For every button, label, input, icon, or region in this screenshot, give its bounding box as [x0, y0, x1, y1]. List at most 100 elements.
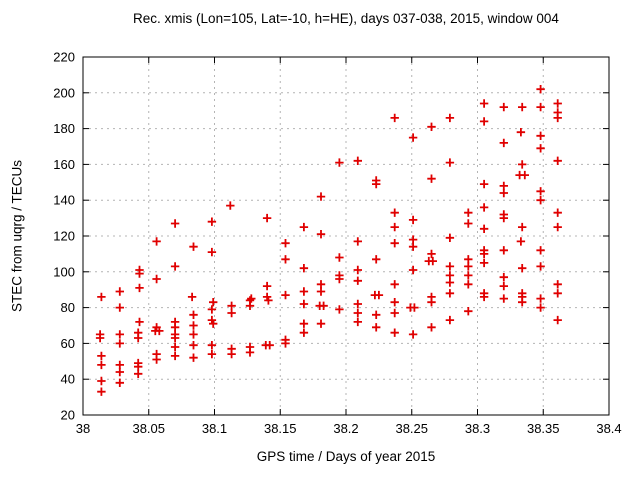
data-point-marker	[115, 330, 124, 339]
data-point-marker	[316, 230, 326, 239]
data-point-marker	[479, 258, 489, 268]
data-point-marker	[316, 280, 326, 289]
data-point-marker	[374, 290, 384, 300]
data-point-marker	[115, 339, 124, 348]
data-point-marker	[410, 303, 419, 312]
data-point-marker	[536, 144, 545, 153]
data-point-marker	[189, 341, 198, 350]
y-tick-label: 100	[53, 264, 75, 279]
data-point-marker	[553, 99, 562, 108]
y-tick-label: 120	[53, 229, 75, 244]
data-point-marker	[427, 323, 436, 332]
chart-title: Rec. xmis (Lon=105, Lat=-10, h=HE), days…	[133, 11, 559, 26]
data-point-marker	[390, 328, 399, 337]
data-point-marker	[265, 341, 274, 350]
data-point-marker	[427, 174, 436, 183]
data-point-marker	[152, 355, 161, 364]
data-point-marker	[499, 246, 508, 255]
data-point-marker	[445, 289, 455, 298]
data-point-marker	[479, 224, 489, 233]
data-point-marker	[499, 281, 508, 291]
data-point-marker	[316, 319, 326, 328]
data-point-marker	[499, 138, 508, 148]
data-point-marker	[390, 239, 399, 248]
data-point-marker	[536, 262, 545, 271]
data-point-marker	[207, 247, 217, 257]
y-axis-label: STEC from uqrg / TECUs	[9, 159, 25, 313]
data-point-marker	[134, 362, 143, 371]
data-point-marker	[499, 188, 508, 198]
data-point-marker	[464, 307, 473, 316]
data-point-marker	[553, 156, 562, 165]
x-tick-label: 38.2	[333, 421, 358, 436]
y-tick-label: 140	[53, 193, 75, 208]
data-point-marker	[479, 179, 489, 189]
data-point-marker	[408, 265, 418, 275]
plot-border	[82, 56, 610, 416]
data-point-marker	[536, 187, 545, 196]
data-point-marker	[97, 351, 106, 361]
data-point-marker	[372, 255, 381, 264]
data-point-marker	[390, 308, 399, 318]
data-point-marker	[299, 328, 309, 337]
data-point-marker	[479, 99, 489, 108]
data-point-marker	[207, 341, 217, 350]
data-point-marker	[464, 271, 473, 280]
data-points	[95, 85, 562, 396]
data-point-marker	[499, 294, 508, 303]
data-point-marker	[281, 239, 290, 248]
data-point-marker	[316, 192, 326, 201]
data-point-marker	[445, 315, 455, 325]
data-point-marker	[408, 215, 418, 225]
data-point-marker	[536, 102, 545, 112]
y-tick-label: 180	[53, 121, 75, 136]
data-point-marker	[536, 131, 545, 140]
data-point-marker	[115, 378, 124, 387]
data-point-marker	[553, 208, 562, 217]
data-point-marker	[553, 222, 562, 232]
data-point-marker	[427, 249, 436, 259]
data-point-marker	[445, 278, 455, 287]
data-point-marker	[372, 310, 381, 319]
data-point-marker	[445, 271, 455, 280]
data-point-marker	[516, 237, 526, 246]
y-tick-label: 60	[61, 336, 75, 351]
data-point-marker	[553, 289, 562, 298]
x-tick-label: 38.05	[132, 421, 165, 436]
data-point-marker	[207, 349, 217, 359]
data-point-marker	[281, 339, 290, 348]
data-point-marker	[499, 181, 508, 191]
data-point-marker	[536, 303, 545, 312]
data-point-marker	[227, 308, 236, 318]
data-point-marker	[390, 113, 399, 123]
data-point-marker	[464, 255, 473, 264]
data-point-marker	[518, 102, 527, 112]
data-point-marker	[518, 222, 527, 232]
data-point-marker	[319, 301, 328, 310]
grid-lines	[83, 57, 609, 415]
data-point-marker	[135, 317, 144, 327]
x-tick-label: 38.1	[202, 421, 227, 436]
data-point-marker	[152, 237, 161, 246]
data-point-marker	[464, 280, 473, 289]
x-tick-label: 38	[76, 421, 90, 436]
x-axis-label: GPS time / Days of year 2015	[256, 449, 436, 464]
data-point-marker	[518, 298, 527, 307]
data-point-marker	[408, 235, 418, 244]
data-point-marker	[281, 290, 290, 300]
data-point-marker	[189, 310, 198, 319]
data-point-marker	[353, 265, 362, 275]
data-point-marker	[209, 319, 218, 328]
data-point-marker	[115, 287, 124, 296]
data-point-marker	[97, 292, 106, 302]
data-point-marker	[390, 222, 399, 232]
data-point-marker	[353, 317, 362, 327]
data-point-marker	[170, 262, 180, 271]
data-point-marker	[353, 156, 362, 165]
data-point-marker	[299, 264, 309, 273]
data-point-marker	[135, 269, 144, 278]
data-point-marker	[115, 360, 124, 370]
data-point-marker	[464, 219, 473, 228]
data-point-marker	[390, 280, 399, 289]
